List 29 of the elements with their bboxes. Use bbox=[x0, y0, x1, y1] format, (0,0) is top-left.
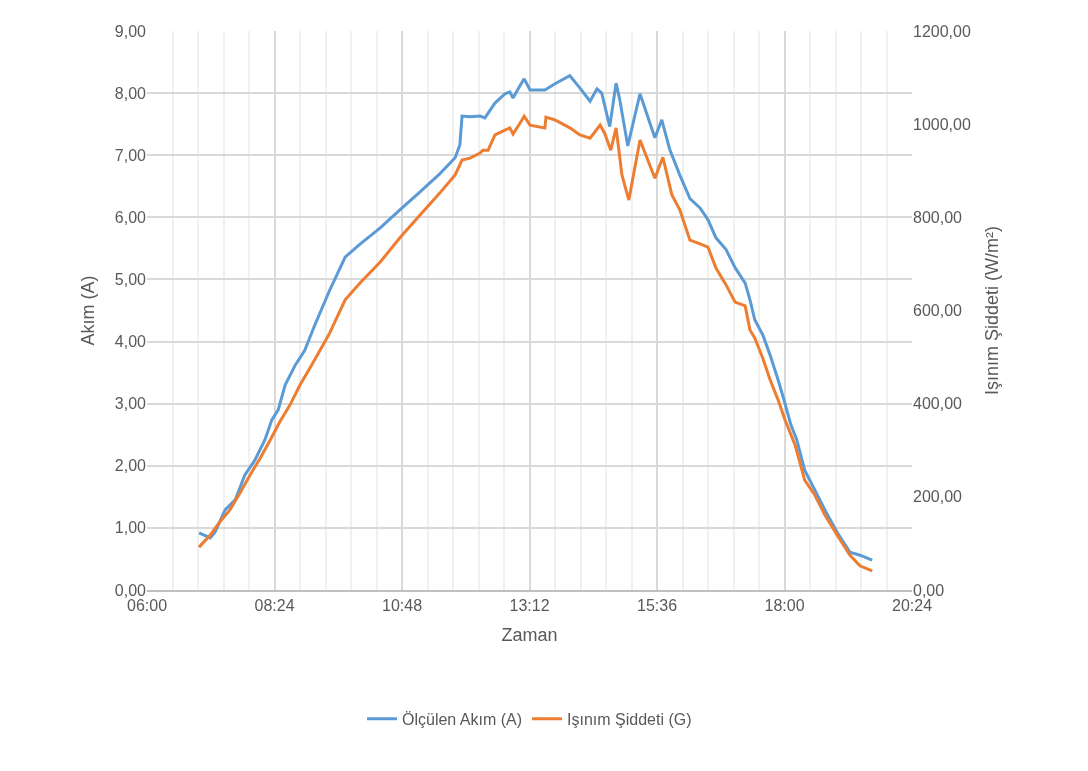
y-axis-title: Akım (A) bbox=[78, 275, 99, 346]
y-tick-label: 7,00 bbox=[114, 146, 147, 164]
y2-tick-label: 400,00 bbox=[913, 395, 963, 413]
y2-tick-label: 200,00 bbox=[913, 488, 963, 506]
x-tick-label: 10:48 bbox=[381, 597, 423, 615]
x-tick-label: 06:00 bbox=[126, 597, 168, 615]
y-tick-label: 5,00 bbox=[114, 271, 147, 289]
y2-tick-label: 800,00 bbox=[913, 208, 963, 226]
x-tick-label: 08:24 bbox=[254, 597, 295, 615]
y2-tick-label: 1200,00 bbox=[913, 22, 971, 40]
y-tick-label: 0,00 bbox=[114, 581, 147, 599]
x-tick-label: 13:12 bbox=[509, 597, 550, 615]
x-tick-label: 18:00 bbox=[764, 597, 805, 615]
y2-tick-label: 0,00 bbox=[913, 581, 945, 599]
y-tick-label: 2,00 bbox=[114, 457, 147, 475]
x-axis-title: Zaman bbox=[501, 624, 558, 645]
legend-label: Işınım Şiddeti (G) bbox=[567, 710, 692, 728]
legend-label: Ölçülen Akım (A) bbox=[402, 710, 523, 728]
y-tick-label: 9,00 bbox=[114, 22, 147, 40]
y-tick-label: 4,00 bbox=[114, 333, 147, 351]
y2-tick-label: 600,00 bbox=[913, 302, 963, 320]
y-tick-label: 6,00 bbox=[114, 208, 147, 226]
y-tick-label: 8,00 bbox=[114, 84, 147, 102]
y2-axis-title: Işınım Şiddeti (W/m²) bbox=[982, 225, 1003, 396]
y2-tick-label: 1000,00 bbox=[913, 115, 971, 133]
y-tick-label: 3,00 bbox=[114, 395, 147, 413]
x-tick-label: 15:36 bbox=[636, 597, 678, 615]
y-tick-label: 1,00 bbox=[114, 519, 147, 537]
x-tick-label: 20:24 bbox=[891, 597, 933, 615]
